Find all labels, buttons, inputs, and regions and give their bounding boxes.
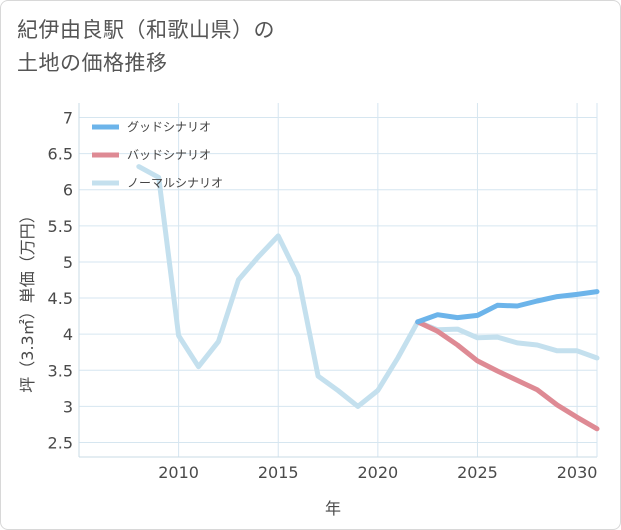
plot-frame <box>78 103 598 458</box>
y-tick-label: 6.5 <box>48 145 73 164</box>
x-tick-label: 2010 <box>158 463 199 482</box>
x-tick-label: 2020 <box>357 463 398 482</box>
title-line-2: 土地の価格推移 <box>17 51 168 75</box>
y-tick-label: 4 <box>63 325 73 344</box>
x-tick-label: 2025 <box>457 463 498 482</box>
x-tick-label: 2015 <box>258 463 299 482</box>
y-tick-labels: 2.5 3 3.5 4 4.5 5 5.5 6 6.5 7 <box>48 108 73 452</box>
chart-title: 紀伊由良駅（和歌山県）の 土地の価格推移 <box>17 14 275 80</box>
y-axis-label: 坪（3.3㎡）単価（万円） <box>18 207 37 392</box>
y-tick-label: 5.5 <box>48 217 73 236</box>
y-tick-label: 3 <box>63 397 73 416</box>
x-tick-label: 2030 <box>557 463 598 482</box>
series-line-2 <box>136 164 600 409</box>
title-line-1: 紀伊由良駅（和歌山県）の <box>17 18 275 42</box>
y-tick-label: 4.5 <box>48 289 73 308</box>
grid <box>79 103 597 457</box>
y-tick-label: 6 <box>63 181 73 200</box>
series-lines <box>136 164 600 432</box>
y-tick-label: 2.5 <box>48 434 73 453</box>
y-tick-label: 3.5 <box>48 361 73 380</box>
legend-label: グッドシナリオ <box>127 120 211 134</box>
series-line-1 <box>415 319 600 432</box>
y-tick-label: 5 <box>63 253 73 272</box>
legend-label: バッドシナリオ <box>127 148 211 162</box>
legend-label: ノーマルシナリオ <box>127 176 223 190</box>
y-tick-label: 7 <box>63 108 73 127</box>
series-line-0 <box>415 289 600 325</box>
x-axis-label: 年 <box>325 499 341 518</box>
x-tick-labels: 2010 2015 2020 2025 2030 <box>158 463 597 482</box>
